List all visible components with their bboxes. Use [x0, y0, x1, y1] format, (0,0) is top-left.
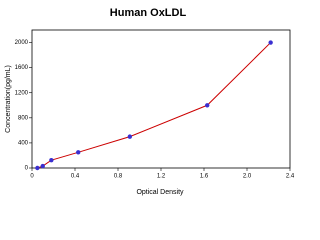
x-axis-label: Optical Density	[136, 189, 184, 196]
y-tick-label: 800	[18, 115, 29, 121]
y-tick-label: 2000	[15, 40, 29, 46]
chart-title: Human OxLDL	[110, 7, 187, 19]
chart: Human OxLDL Optical Density Concentratio…	[5, 7, 295, 196]
x-tick-label: 2.0	[243, 174, 252, 180]
y-axis-label: Concentration(pg/mL)	[5, 65, 12, 133]
data-point	[49, 157, 54, 163]
data-point	[76, 150, 81, 155]
x-tick-label: 1.6	[200, 174, 209, 180]
x-tick-label: 1.2	[157, 174, 166, 180]
data-point	[205, 103, 210, 108]
data-point	[35, 165, 40, 171]
data-point	[268, 40, 273, 45]
y-tick-label: 400	[18, 140, 29, 146]
y-tick-label: 0	[25, 166, 29, 172]
curve	[37, 42, 272, 169]
y-tick-label: 1200	[15, 90, 29, 96]
data-point	[40, 163, 45, 169]
plot-frame	[31, 29, 291, 169]
data-point	[127, 134, 133, 139]
x-tick-label: 0.4	[71, 174, 80, 180]
x-tick-label: 2.4	[286, 174, 295, 180]
x-tick-label: 0.8	[114, 174, 123, 180]
x-tick-label: 0	[30, 174, 34, 180]
y-tick-label: 1600	[15, 65, 29, 71]
